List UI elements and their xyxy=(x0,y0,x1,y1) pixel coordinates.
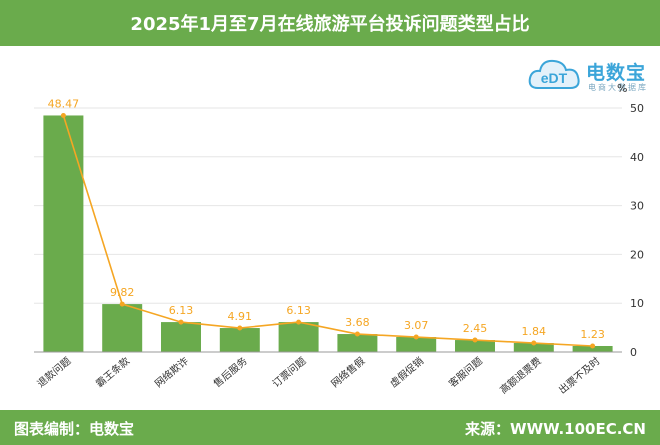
x-category-label: 高额退票费 xyxy=(497,354,544,396)
y-axis-unit: % xyxy=(617,82,628,95)
x-category-label: 订票问题 xyxy=(270,354,309,390)
footer-credit: 图表编制：电数宝 xyxy=(14,420,135,438)
y-tick-label: 10 xyxy=(630,297,644,310)
x-category-label: 客服问题 xyxy=(446,354,485,390)
line-point xyxy=(472,337,478,343)
x-category-label: 退款问题 xyxy=(34,354,73,390)
y-tick-label: 0 xyxy=(630,346,637,359)
bar xyxy=(102,304,143,352)
x-category-label: 虚假促销 xyxy=(387,354,426,390)
x-category-label: 网络售假 xyxy=(328,354,367,390)
brand-logo: eDT 电数宝 电商大数据库 xyxy=(528,54,654,94)
bar xyxy=(337,334,378,352)
y-tick-label: 30 xyxy=(630,200,644,213)
data-label: 1.84 xyxy=(522,325,547,338)
line-point xyxy=(237,325,243,331)
x-category-label: 售后服务 xyxy=(211,354,250,390)
bar xyxy=(278,322,319,352)
footer-source: 来源：WWW.100EC.CN xyxy=(465,420,646,438)
chart-title: 2025年1月至7月在线旅游平台投诉问题类型占比 xyxy=(0,0,660,46)
line-point xyxy=(413,334,419,340)
x-category-label: 网络欺诈 xyxy=(152,354,191,390)
x-category-label: 出票不及时 xyxy=(556,354,603,396)
bar-chart: 0 10 20 30 40 50 48.47 9.82 6.13 4.91 6.13 3.68 3.07… xyxy=(34,97,644,396)
data-label: 1.23 xyxy=(580,328,605,341)
line-point xyxy=(119,301,125,307)
y-tick-label: 40 xyxy=(630,151,644,164)
line-point xyxy=(178,319,184,325)
bar xyxy=(396,337,437,352)
y-tick-label: 20 xyxy=(630,248,644,261)
logo-mark: eDT xyxy=(541,70,568,86)
data-label: 6.13 xyxy=(169,304,194,317)
line-point xyxy=(296,319,302,325)
bar xyxy=(572,345,613,352)
overlay-line xyxy=(62,115,593,347)
cloud-logo-icon: eDT xyxy=(528,59,580,89)
data-label: 3.68 xyxy=(345,316,370,329)
data-label: 4.91 xyxy=(228,310,253,323)
data-label: 9.82 xyxy=(110,286,135,299)
line-point xyxy=(531,340,537,346)
line-point xyxy=(60,112,66,118)
bar xyxy=(43,115,84,352)
bar xyxy=(219,328,260,352)
bar xyxy=(161,322,201,352)
line-point xyxy=(354,331,360,337)
logo-brand: 电数宝 xyxy=(586,62,647,84)
data-label: 6.13 xyxy=(286,304,311,317)
data-label: 3.07 xyxy=(404,319,429,332)
footer: 图表编制：电数宝 来源：WWW.100EC.CN xyxy=(0,410,660,445)
data-label: 48.47 xyxy=(48,97,80,110)
line-point xyxy=(590,343,596,349)
logo-subtitle: 电商大数据库 xyxy=(588,83,648,92)
y-tick-label: 50 xyxy=(630,102,644,115)
bar xyxy=(513,343,554,352)
data-label: 2.45 xyxy=(463,322,488,335)
x-category-label: 霸王条款 xyxy=(93,354,132,390)
bar xyxy=(455,340,495,352)
